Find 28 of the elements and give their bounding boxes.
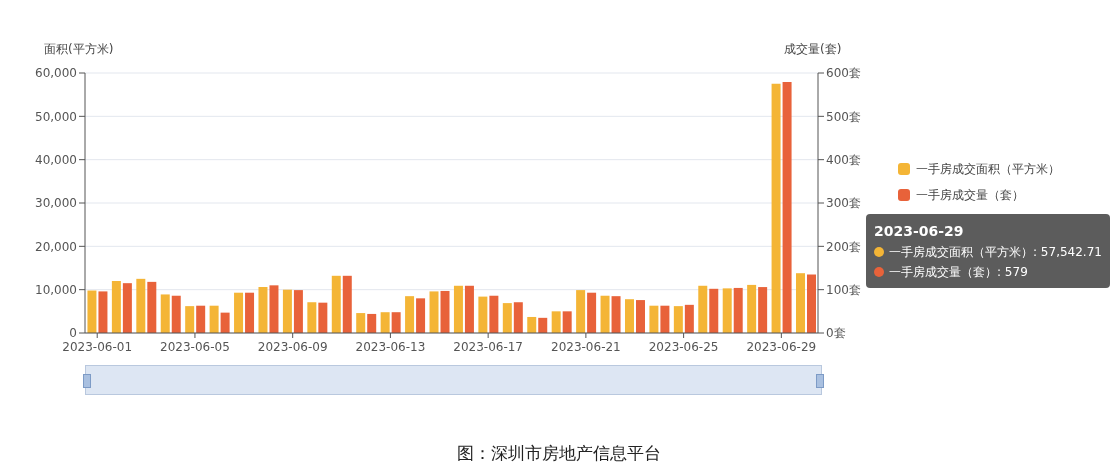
tooltip-box: 2023-06-29 一手房成交面积（平方米）: 57,542.71 一手房成交量（套）: 579: [866, 214, 1110, 288]
y2-axis-title: 成交量(套): [784, 41, 842, 58]
y-tick-label: 60,000: [35, 66, 77, 81]
y2-tick-label: 400套: [826, 152, 861, 167]
x-tick-label: 2023-06-21: [551, 340, 621, 354]
x-tick-label: 2023-06-29: [746, 340, 817, 354]
x-tick-label: 2023-06-09: [257, 340, 328, 354]
x-tick-label: 2023-06-01: [62, 340, 133, 354]
x-tick-label: 2023-06-17: [453, 340, 524, 354]
y2-tick-label: 100套: [826, 282, 861, 297]
y2-tick-label: 600套: [826, 66, 861, 81]
x-tick-label: 2023-06-13: [355, 340, 426, 354]
y-axis-title: 面积(平方米): [44, 41, 114, 58]
legend-label: 一手房成交面积（平方米）: [916, 160, 1060, 178]
y2-tick-label: 0套: [826, 326, 846, 341]
y2-tick-label: 500套: [826, 109, 861, 124]
y2-tick-label: 200套: [826, 239, 861, 254]
y2-tick-label: 300套: [826, 196, 861, 211]
y-tick-label: 0: [69, 326, 77, 341]
y-tick-label: 20,000: [35, 239, 77, 254]
y-tick-label: 10,000: [35, 282, 77, 297]
text: 图：深圳市房地产信息平台: [456, 442, 662, 465]
y-tick-label: 30,000: [35, 196, 77, 211]
x-tick-label: 2023-06-05: [160, 340, 230, 354]
legend-label: 一手房成交量（套）: [916, 186, 1024, 204]
y-tick-label: 40,000: [35, 152, 77, 167]
x-tick-label: 2023-06-25: [648, 340, 719, 354]
y-tick-label: 50,000: [35, 109, 77, 124]
